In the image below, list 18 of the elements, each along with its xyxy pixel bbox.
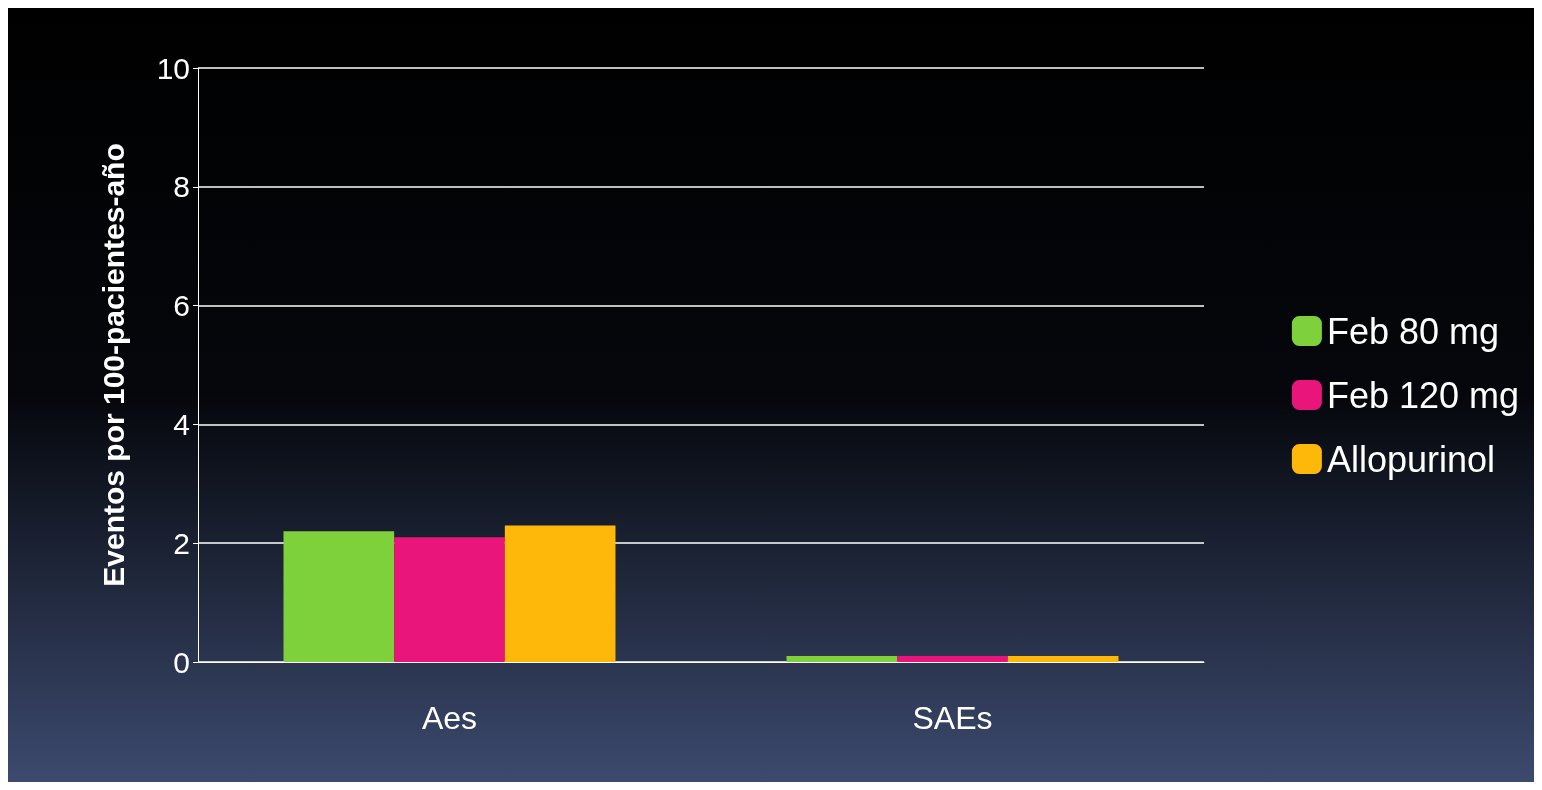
x-tick-label: SAEs xyxy=(912,700,993,736)
y-tick-label: 4 xyxy=(173,407,190,441)
y-tick-label: 10 xyxy=(156,51,190,85)
bar xyxy=(897,656,1008,662)
legend-label: Feb 80 mg xyxy=(1326,310,1499,352)
y-tick-label: 8 xyxy=(173,170,190,204)
bar xyxy=(1007,656,1119,662)
y-tick-label: 6 xyxy=(173,289,190,323)
bar xyxy=(504,525,616,662)
legend-label: Allopurinol xyxy=(1326,438,1495,480)
bar xyxy=(786,656,898,662)
y-tick-label: 0 xyxy=(173,645,190,679)
bar xyxy=(394,537,505,662)
y-axis-title: Eventos por 100-pacientes-año xyxy=(96,143,130,587)
bar xyxy=(283,531,395,662)
x-tick-label: Aes xyxy=(421,700,478,736)
legend-label: Feb 120 mg xyxy=(1326,374,1520,416)
y-tick-label: 2 xyxy=(173,526,190,560)
